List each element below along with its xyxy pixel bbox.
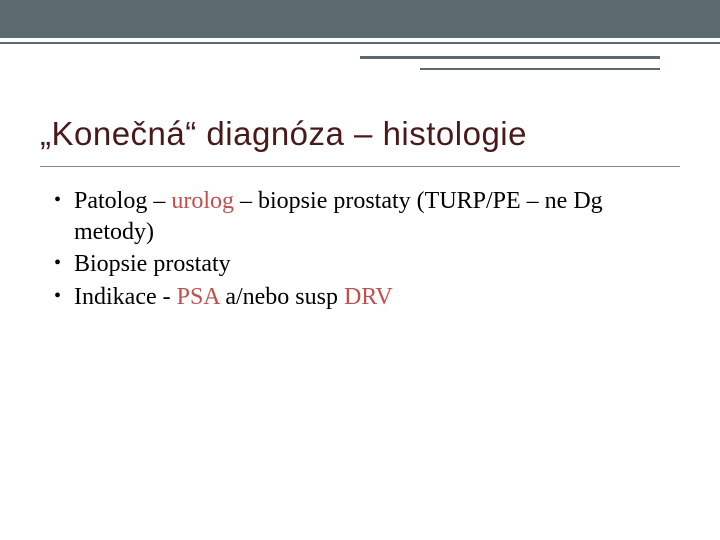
decorative-accent-line <box>420 68 660 70</box>
list-item-text: Indikace - PSA a/nebo susp DRV <box>74 282 660 313</box>
list-item-text: Patolog – urolog – biopsie prostaty (TUR… <box>74 186 660 247</box>
slide: „Konečná“ diagnóza – histologie • Patolo… <box>0 0 720 540</box>
title-underline <box>40 166 680 167</box>
slide-title: „Konečná“ diagnóza – histologie <box>40 115 680 153</box>
highlight-text: urolog <box>171 188 234 214</box>
highlight-text: PSA <box>177 284 220 310</box>
bullet-icon: • <box>54 186 74 215</box>
list-item: • Indikace - PSA a/nebo susp DRV <box>54 282 660 313</box>
decorative-line <box>0 36 720 38</box>
bullet-icon: • <box>54 249 74 278</box>
list-item: • Patolog – urolog – biopsie prostaty (T… <box>54 186 660 247</box>
list-item-text: Biopsie prostaty <box>74 249 660 280</box>
text-span: Patolog – <box>74 188 171 214</box>
list-item: • Biopsie prostaty <box>54 249 660 280</box>
highlight-text: DRV <box>344 284 393 310</box>
slide-body: • Patolog – urolog – biopsie prostaty (T… <box>54 186 660 315</box>
bullet-icon: • <box>54 282 74 311</box>
decorative-top-band <box>0 0 720 36</box>
text-span: Indikace - <box>74 284 177 310</box>
decorative-line <box>0 42 720 44</box>
decorative-accent-line <box>360 56 660 59</box>
text-span: Biopsie prostaty <box>74 251 231 277</box>
text-span: a/nebo susp <box>219 284 344 310</box>
